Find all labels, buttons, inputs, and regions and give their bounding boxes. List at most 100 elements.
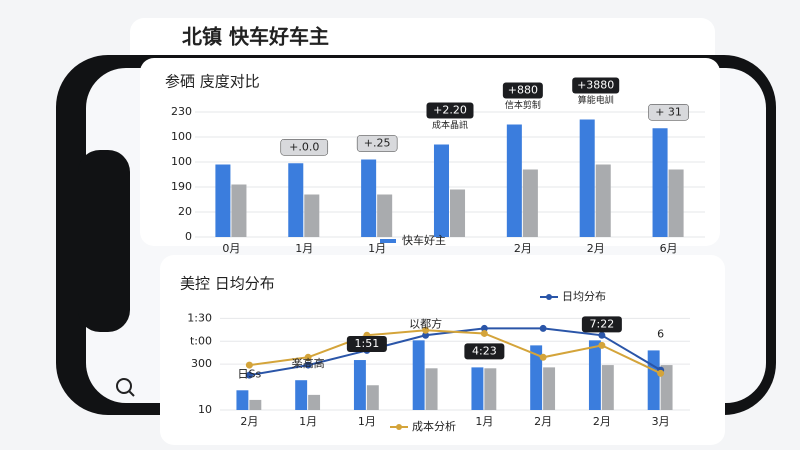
legend-label: 快车好主 [402,233,446,247]
annotation: +880 [508,84,538,97]
y-tick-label: 20 [178,205,192,218]
point [304,353,312,361]
annotation: 1:51 [355,337,380,350]
annotation: 7:22 [590,317,615,330]
x-tick-label: 2月 [240,415,258,428]
annotation-note: 成本晶訊 [432,119,468,131]
point [422,326,430,334]
annotation: +.0.0 [289,140,319,153]
bar [295,380,308,410]
bar [579,119,595,237]
bar [450,189,466,237]
chart-title: 美控 日均分布 [180,275,275,293]
legend-label: 成本分析 [412,419,456,433]
annotation: +2.20 [433,104,467,117]
annotation-box [356,135,398,152]
y-tick-label: 1:30 [187,311,212,324]
bar [530,345,543,410]
annotation: +.25 [364,137,391,150]
annotation: + 31 [655,105,682,118]
bar [361,159,377,237]
y-tick-label: 100 [171,155,192,168]
page-title: 北镇 快车好车主 [182,25,329,49]
bar [236,390,249,410]
annotation-note: 算能电訓 [578,94,614,106]
chart-title: 参硒 庋度对比 [165,73,260,91]
x-tick-label: 0月 [222,242,240,255]
bar [412,340,425,410]
bar [471,367,484,410]
y-tick-label: 100 [171,130,192,143]
point [422,331,430,339]
annotation-box [464,343,505,360]
bar [601,365,614,410]
y-tick-label: 0 [185,230,192,243]
x-tick-label: 2月 [593,415,611,428]
point [245,361,253,369]
bar [353,360,366,410]
card [140,58,720,246]
bar [506,124,522,237]
annotation: 以都方 [409,316,442,330]
x-tick-label: 1月 [475,415,493,428]
annotation: 日Ss [238,367,262,380]
bar [668,169,684,237]
bar [308,394,321,410]
search-icon[interactable] [116,378,132,394]
annotation: 楽高高 [292,356,325,370]
phone-notch [78,150,130,332]
legend-swatch [546,294,552,300]
bar [288,163,304,237]
line [249,329,662,375]
y-tick-label: 300 [191,357,212,370]
x-tick-label: 2月 [514,242,532,255]
annotation-box [572,77,620,94]
bar [425,368,438,410]
x-tick-label: 6月 [660,242,678,255]
annotation: +3880 [577,79,614,92]
bar [522,169,538,237]
bar [231,184,247,237]
annotation: 6 [657,327,664,340]
point [245,371,253,379]
legend-label: 日均分布 [562,290,606,303]
annotation-box [648,104,689,121]
x-tick-label: 3月 [652,415,670,428]
point [539,324,547,332]
x-tick-label: 2月 [587,242,605,255]
bar [595,164,611,237]
y-tick-label: 230 [171,105,192,118]
legend-swatch [396,424,402,430]
annotation-box [280,139,329,156]
bar [366,385,379,410]
bar [377,194,393,237]
x-tick-label: 1月 [299,415,317,428]
x-tick-label: 1月 [295,242,313,255]
annotation-box [581,316,622,333]
point [480,324,488,332]
annotation-note: 信本剪制 [505,99,541,111]
annotation-box [426,102,474,119]
x-tick-label: 1月 [368,242,386,255]
point [480,329,488,337]
bar [215,164,231,237]
y-tick-label: t:00 [190,334,212,347]
point [657,369,665,377]
annotation-box [502,82,543,99]
point [598,331,606,339]
bar [647,350,660,410]
bar [652,128,668,237]
bar [433,144,449,237]
bar [304,194,320,237]
point [304,361,312,369]
point [598,341,606,349]
bar [588,340,601,410]
y-tick-label: 10 [198,403,212,416]
bar [543,367,556,410]
search-icon [128,390,135,397]
annotation: 4:23 [472,344,497,357]
bar [484,368,497,410]
bar [660,365,673,410]
